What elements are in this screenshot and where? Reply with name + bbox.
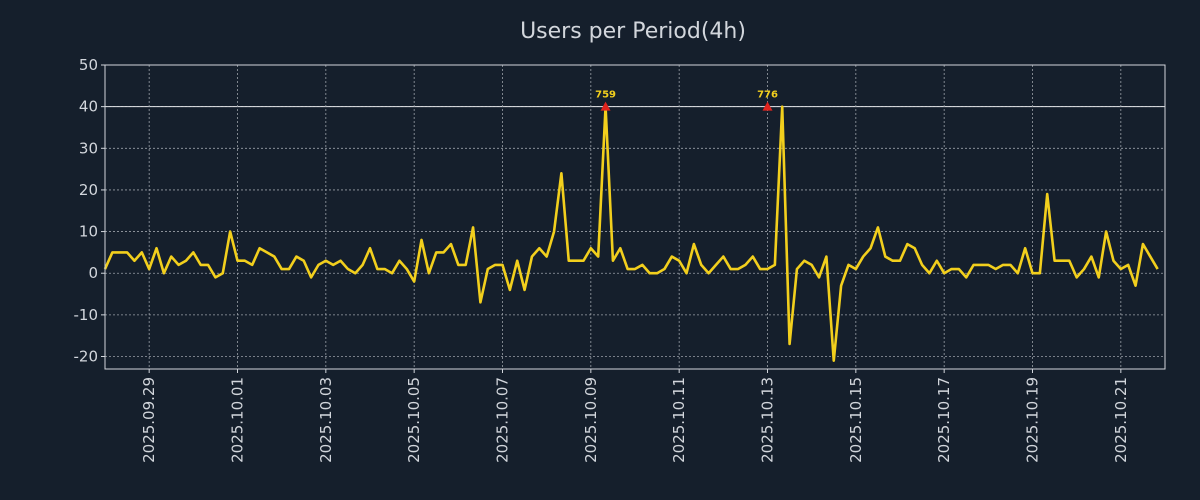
peak-annotation-label: 759 <box>595 90 616 101</box>
x-tick-label: 2025.10.19 <box>1024 377 1042 463</box>
y-tick-label: 50 <box>79 56 98 74</box>
peak-annotation-label: 776 <box>757 90 778 101</box>
x-axis: 2025.09.29 2025.10.01 2025.10.03 2025.10.05… <box>140 369 1130 463</box>
x-tick-label: 2025.09.29 <box>140 377 158 463</box>
x-tick-label: 2025.10.03 <box>317 377 335 463</box>
peak-marker <box>600 101 611 111</box>
x-tick-label: 2025.10.05 <box>405 377 423 463</box>
x-tick-label: 2025.10.17 <box>935 377 953 463</box>
x-tick-label: 2025.10.11 <box>670 377 688 463</box>
x-tick-label: 2025.10.21 <box>1112 377 1130 463</box>
x-tick-label: 2025.10.15 <box>847 377 865 463</box>
chart-title: Users per Period(4h) <box>520 19 746 44</box>
y-axis: 50 40 30 20 10 0 -10 -20 <box>74 56 105 366</box>
series-layer <box>103 105 1159 362</box>
x-tick-label: 2025.10.07 <box>494 377 512 463</box>
y-tick-label: 10 <box>79 223 98 241</box>
y-tick-label: -20 <box>74 348 99 366</box>
y-tick-label: 0 <box>88 264 98 282</box>
y-tick-label: 30 <box>79 139 98 157</box>
peak-marker <box>762 101 773 111</box>
annotations-layer: 759 776 <box>595 90 778 111</box>
grid-layer <box>105 64 1165 369</box>
y-tick-label: 40 <box>79 98 98 116</box>
y-tick-label: -10 <box>74 306 99 324</box>
x-tick-label: 2025.10.09 <box>582 377 600 463</box>
x-tick-label: 2025.10.13 <box>759 377 777 463</box>
series-line-users <box>103 105 1159 362</box>
x-tick-label: 2025.10.01 <box>229 377 247 463</box>
plot-frame <box>104 64 1166 370</box>
y-tick-label: 20 <box>79 181 98 199</box>
